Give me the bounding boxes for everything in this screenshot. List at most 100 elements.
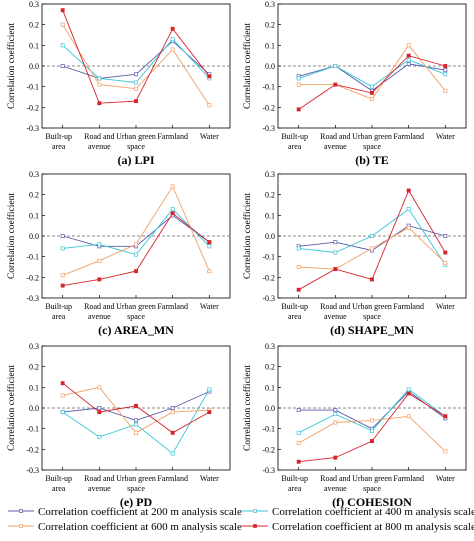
data-point <box>406 391 411 396</box>
panel-caption: (c) AREA_MN <box>98 323 174 337</box>
series-line-1 <box>298 388 446 434</box>
y-tick-label: 0.2 <box>29 21 39 30</box>
data-point <box>296 287 301 292</box>
data-point <box>333 408 338 413</box>
y-tick-label: -0.3 <box>262 124 275 133</box>
data-point <box>406 61 411 66</box>
data-point <box>296 459 301 464</box>
legend-swatch-marker <box>253 524 257 528</box>
x-category-label: Road and avenue <box>320 474 350 493</box>
data-point <box>207 410 212 415</box>
data-point <box>296 76 301 81</box>
x-category-label: Farmland <box>393 474 424 483</box>
data-point <box>134 72 138 77</box>
data-point <box>207 387 212 392</box>
data-point <box>60 393 65 398</box>
data-point <box>406 387 411 392</box>
x-category-label: Farmland <box>393 302 424 311</box>
panel-5: 0.3 0.2 0.1 0.0 -0.1 -0.2 -0.3 Correlation coef… <box>242 342 467 509</box>
x-category-label: Farmland <box>157 302 188 311</box>
data-point <box>60 43 65 48</box>
y-tick-label: -0.3 <box>26 294 39 303</box>
data-point <box>134 403 138 408</box>
x-category-label: Built-up area <box>45 132 72 151</box>
x-category-label: Water <box>436 474 455 483</box>
data-point <box>370 84 374 89</box>
y-axis-title: Correlation coefficient <box>6 365 17 451</box>
y-tick-label: 0.0 <box>29 404 39 413</box>
x-category-label: Water <box>200 132 219 141</box>
y-tick-label: 0.3 <box>265 0 275 9</box>
data-point <box>97 258 102 263</box>
legend-label: Correlation coefficient at 200 m analysi… <box>38 506 242 518</box>
data-point <box>296 265 301 269</box>
y-tick-label: 0.0 <box>265 404 275 413</box>
data-point <box>170 451 175 456</box>
data-point <box>60 64 65 68</box>
y-tick-label: -0.3 <box>262 466 275 475</box>
data-point <box>333 64 338 68</box>
data-point <box>60 381 65 386</box>
data-point <box>333 267 338 272</box>
data-point <box>370 90 374 95</box>
data-point <box>97 82 102 87</box>
data-point <box>170 184 175 189</box>
data-point <box>134 80 138 85</box>
y-tick-label: -0.2 <box>262 273 275 282</box>
data-point <box>406 43 411 48</box>
y-tick-label: -0.1 <box>262 83 275 92</box>
data-point <box>97 242 102 247</box>
legend-label: Correlation coefficient at 600 m analysi… <box>38 521 242 533</box>
y-tick-label: 0.0 <box>29 232 39 241</box>
data-point <box>443 72 448 77</box>
y-tick-label: 0.0 <box>265 62 275 71</box>
data-point <box>443 449 448 454</box>
x-category-label: Farmland <box>157 132 188 141</box>
y-tick-label: 0.2 <box>265 21 275 30</box>
y-tick-label: 0.3 <box>29 170 39 179</box>
data-point <box>60 410 65 415</box>
data-point <box>60 22 65 27</box>
plot-frame <box>277 345 467 471</box>
data-point <box>370 97 374 102</box>
y-tick-label: 0.1 <box>265 41 275 50</box>
data-point <box>370 439 374 444</box>
y-tick-label: -0.2 <box>262 103 275 112</box>
data-point <box>443 64 448 68</box>
plot-frame <box>277 3 467 129</box>
data-point <box>60 283 65 288</box>
data-point <box>296 408 301 413</box>
x-category-label: Road and avenue <box>320 132 350 151</box>
data-point <box>207 103 212 108</box>
y-tick-label: 0.1 <box>29 41 39 50</box>
data-point <box>370 428 374 433</box>
legend-swatch-marker <box>19 509 23 513</box>
panel-caption: (d) SHAPE_MN <box>330 323 414 337</box>
data-point <box>134 86 138 91</box>
data-point <box>296 441 301 446</box>
data-point <box>60 234 65 238</box>
legend-swatch-marker <box>19 524 23 528</box>
y-tick-label: -0.2 <box>26 103 39 112</box>
data-point <box>170 406 175 410</box>
data-point <box>333 420 338 425</box>
data-point <box>97 101 102 106</box>
data-point <box>406 188 411 193</box>
data-point <box>406 225 411 230</box>
y-tick-label: -0.2 <box>26 445 39 454</box>
data-point <box>170 207 175 212</box>
data-point <box>170 430 175 435</box>
data-point <box>370 277 374 282</box>
data-point <box>207 269 212 274</box>
legend-label: Correlation coefficient at 800 m analysi… <box>272 521 474 533</box>
x-category-label: Farmland <box>157 474 188 483</box>
data-point <box>97 406 102 410</box>
data-point <box>443 88 448 93</box>
legend-label: Correlation coefficient at 400 m analysi… <box>272 506 474 518</box>
data-point <box>170 47 175 52</box>
data-point <box>97 434 102 439</box>
data-point <box>134 422 138 427</box>
data-point <box>170 26 175 31</box>
plot-frame <box>41 345 231 471</box>
data-point <box>333 455 338 460</box>
